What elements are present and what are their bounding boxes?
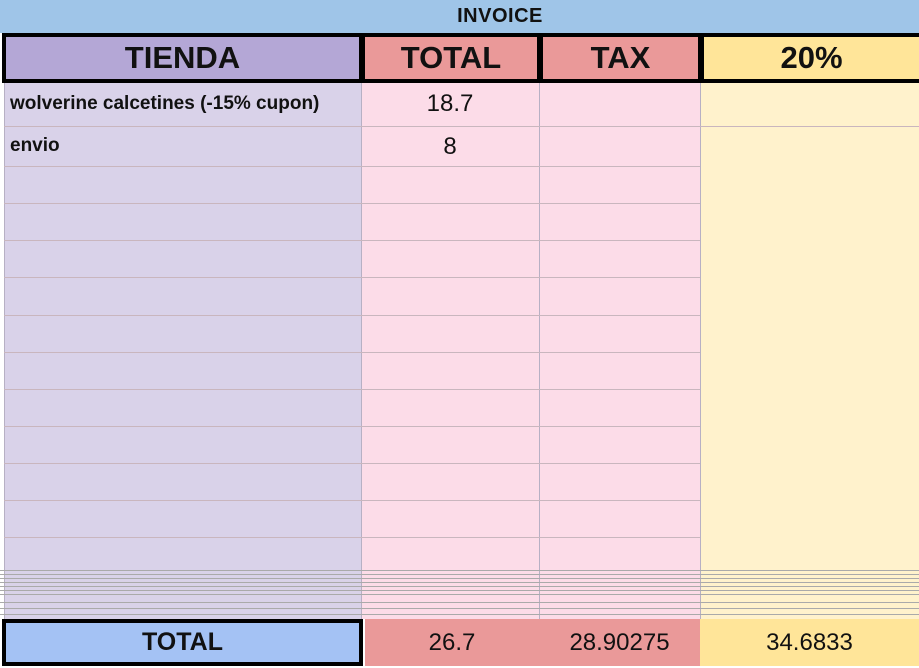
- grid-line: [4, 315, 700, 316]
- row-total-cell[interactable]: 8: [443, 133, 457, 160]
- hidden-rows-line: [0, 578, 919, 579]
- grid-line: [4, 463, 700, 464]
- store-column[interactable]: [4, 83, 361, 619]
- header-cell-store[interactable]: TIENDA: [2, 33, 363, 83]
- footer-total-label[interactable]: TOTAL: [2, 619, 363, 666]
- hidden-rows-line: [0, 594, 919, 595]
- grid-line: [4, 83, 5, 619]
- grid-line: [4, 352, 700, 353]
- hidden-rows-line: [0, 574, 919, 575]
- percent-column[interactable]: [700, 83, 919, 619]
- row-total-cell[interactable]: 18.7: [426, 90, 474, 117]
- tax-column[interactable]: [539, 83, 700, 619]
- footer-tax-value[interactable]: 28.90275: [539, 619, 700, 666]
- grid-line: [539, 83, 540, 619]
- hidden-rows-line: [0, 608, 919, 609]
- footer-total-value[interactable]: 26.7: [365, 619, 539, 666]
- grid-line: [4, 277, 700, 278]
- header-cell-total[interactable]: TOTAL: [361, 33, 541, 83]
- header-cell-tax[interactable]: TAX: [539, 33, 702, 83]
- footer-percent-value[interactable]: 34.6833: [700, 619, 919, 666]
- hidden-rows-line: [0, 586, 919, 587]
- invoice-title: INVOICE: [457, 5, 543, 27]
- hidden-rows-line: [0, 590, 919, 591]
- row-store-cell[interactable]: envio: [10, 135, 60, 156]
- hidden-rows-line: [0, 582, 919, 583]
- grid-line: [700, 83, 701, 619]
- grid-line: [4, 203, 700, 204]
- total-column[interactable]: [361, 83, 539, 619]
- grid-line: [361, 83, 362, 619]
- grid-line: [4, 426, 700, 427]
- row-store-cell[interactable]: wolverine calcetines (-15% cupon): [10, 93, 320, 114]
- grid-line: [4, 126, 919, 127]
- hidden-rows-line: [0, 614, 919, 615]
- grid-line: [4, 500, 700, 501]
- grid-line: [4, 389, 700, 390]
- grid-line: [4, 166, 700, 167]
- invoice-title-bar[interactable]: INVOICE: [0, 0, 919, 33]
- hidden-rows-line: [0, 570, 919, 571]
- grid-line: [4, 240, 700, 241]
- grid-line: [4, 537, 700, 538]
- header-cell-percent[interactable]: 20%: [700, 33, 919, 83]
- hidden-rows-line: [0, 602, 919, 603]
